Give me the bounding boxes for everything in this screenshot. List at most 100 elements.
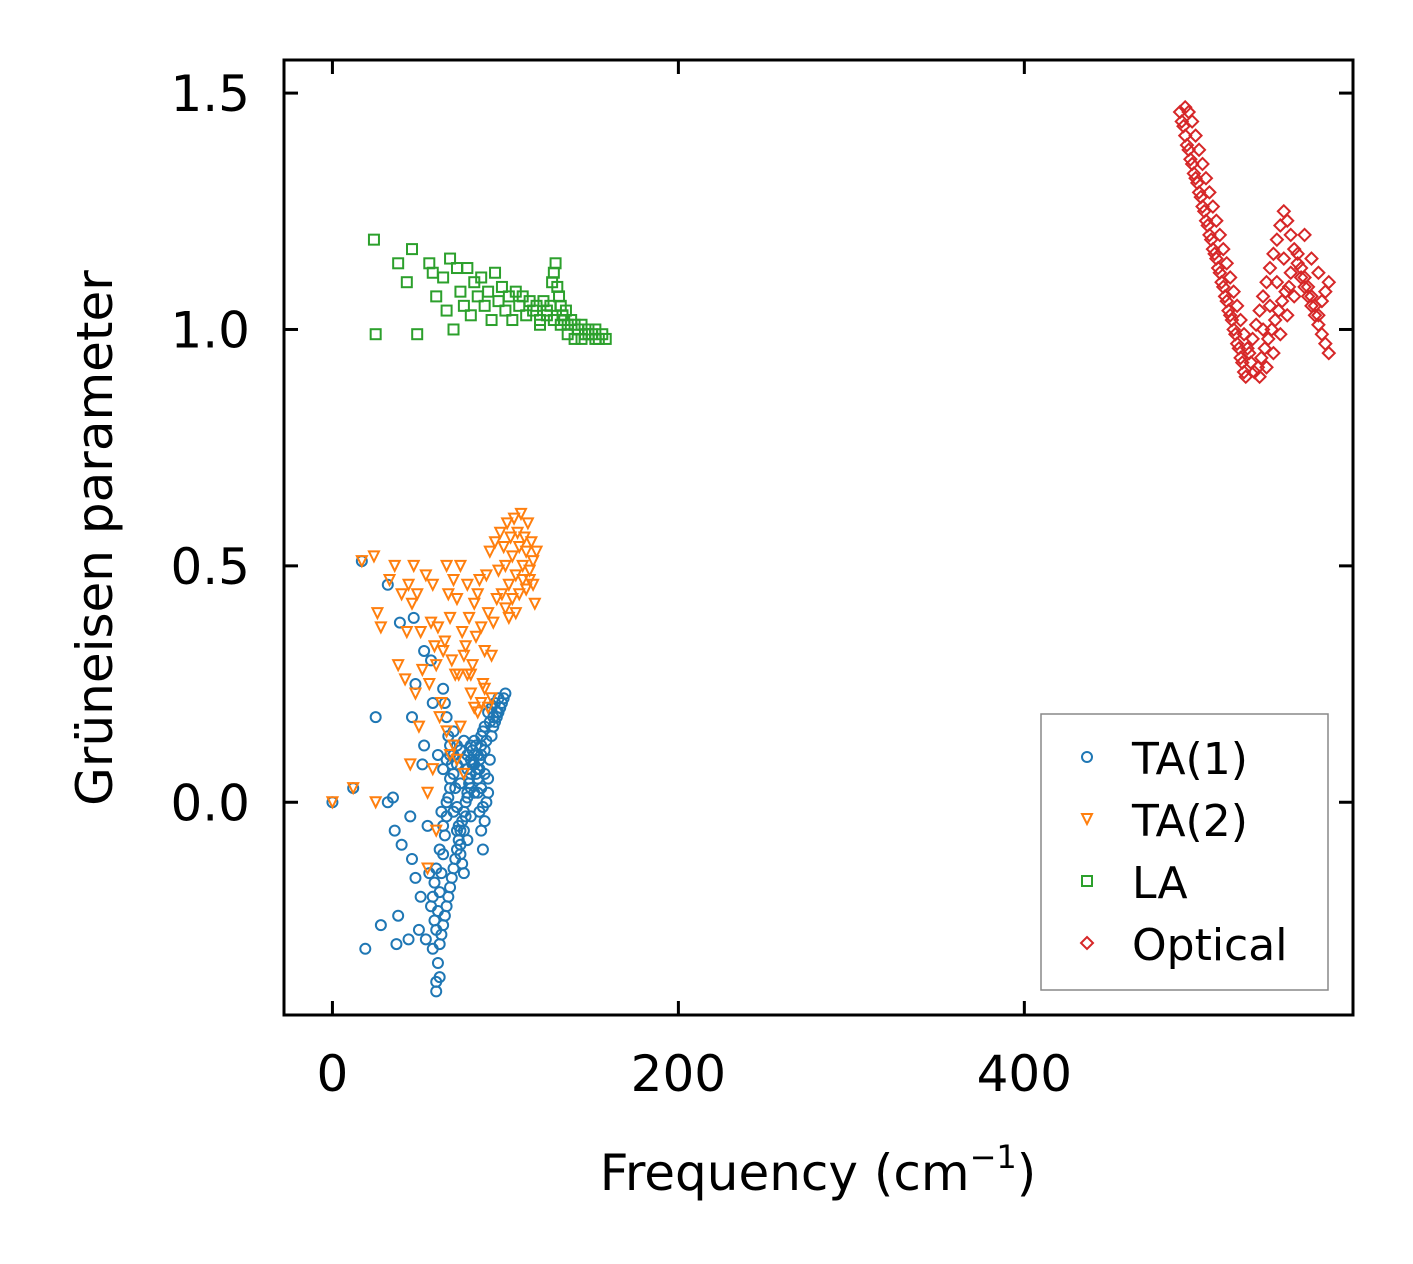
data-point-ta2 bbox=[369, 796, 383, 810]
data-point-ta2 bbox=[452, 668, 466, 682]
data-point-ta1 bbox=[392, 909, 405, 922]
data-point-optical bbox=[1198, 213, 1214, 229]
data-point-optical bbox=[1222, 307, 1238, 323]
data-point-ta1 bbox=[476, 843, 489, 856]
data-point-optical bbox=[1310, 265, 1326, 281]
data-point-optical bbox=[1195, 156, 1210, 172]
data-point-ta2 bbox=[391, 659, 405, 673]
data-point-ta2 bbox=[382, 574, 397, 588]
data-point-ta2 bbox=[471, 706, 485, 720]
data-point-la bbox=[440, 304, 453, 317]
data-point-ta1 bbox=[454, 848, 467, 861]
data-point-la bbox=[461, 262, 474, 275]
data-point-ta2 bbox=[490, 592, 504, 607]
legend-label-la: LA bbox=[1132, 858, 1188, 909]
data-point-ta1 bbox=[406, 711, 419, 724]
data-point-la bbox=[499, 304, 512, 317]
x-tick-label: 0 bbox=[317, 1045, 349, 1103]
data-point-ta2 bbox=[415, 663, 429, 678]
data-point-la bbox=[437, 271, 450, 284]
legend-markers bbox=[1079, 751, 1095, 951]
y-tick-label: 1.0 bbox=[170, 301, 250, 359]
data-point-ta2 bbox=[355, 555, 369, 569]
data-point-ta1 bbox=[444, 782, 457, 795]
data-point-ta2 bbox=[469, 630, 483, 645]
data-point-ta2 bbox=[481, 607, 495, 621]
data-point-la bbox=[430, 290, 443, 303]
data-point-optical bbox=[1236, 364, 1252, 380]
data-point-ta2 bbox=[514, 507, 528, 522]
data-point-ta2 bbox=[505, 592, 519, 607]
legend-marker-ta1 bbox=[1081, 751, 1093, 763]
data-point-ta2 bbox=[523, 564, 537, 578]
data-point-ta2 bbox=[400, 626, 414, 640]
data-point-optical bbox=[1182, 151, 1198, 167]
data-point-ta2 bbox=[500, 517, 514, 531]
data-point-ta2 bbox=[434, 696, 449, 711]
data-point-optical bbox=[1310, 307, 1326, 323]
data-point-ta2 bbox=[412, 720, 426, 734]
data-point-optical bbox=[1274, 293, 1290, 309]
data-point-ta1 bbox=[416, 758, 429, 771]
data-point-la bbox=[457, 299, 470, 312]
data-point-ta2 bbox=[429, 659, 443, 673]
data-point-ta2 bbox=[459, 640, 473, 654]
data-point-ta2 bbox=[507, 512, 521, 526]
data-point-ta2 bbox=[493, 526, 507, 541]
data-point-optical bbox=[1266, 345, 1281, 361]
data-point-optical bbox=[1255, 288, 1271, 304]
data-point-optical bbox=[1240, 340, 1255, 356]
data-point-optical bbox=[1314, 293, 1330, 309]
data-point-ta2 bbox=[450, 753, 464, 767]
data-point-ta2 bbox=[457, 767, 471, 782]
data-point-ta1 bbox=[440, 796, 453, 809]
data-point-ta2 bbox=[495, 588, 509, 602]
data-point-optical bbox=[1266, 246, 1281, 262]
legend-marker-ta2 bbox=[1080, 813, 1094, 827]
data-point-optical bbox=[1252, 303, 1268, 318]
data-point-ta1 bbox=[464, 810, 477, 823]
data-point-optical bbox=[1222, 270, 1238, 285]
data-point-ta1 bbox=[444, 881, 457, 894]
data-point-ta2 bbox=[431, 621, 445, 635]
data-point-ta2 bbox=[420, 862, 435, 876]
data-point-la bbox=[475, 271, 488, 284]
data-point-ta2 bbox=[439, 725, 454, 739]
data-point-ta2 bbox=[512, 588, 526, 602]
axis-ticks: 0 200 400 0.0 0.5 1.0 1.5 bbox=[170, 60, 1353, 1103]
data-point-optical bbox=[1269, 232, 1285, 248]
data-point-ta2 bbox=[502, 611, 516, 626]
data-point-optical bbox=[1229, 336, 1245, 352]
data-point-ta1 bbox=[419, 933, 432, 946]
data-point-ta1 bbox=[464, 782, 477, 795]
data-point-optical bbox=[1188, 128, 1204, 144]
data-point-ta2 bbox=[436, 644, 450, 659]
data-point-ta2 bbox=[472, 574, 487, 588]
data-point-la bbox=[369, 328, 382, 341]
data-point-ta2 bbox=[460, 578, 474, 593]
data-point-optical bbox=[1236, 326, 1252, 342]
data-point-ta2 bbox=[516, 574, 530, 588]
data-point-ta2 bbox=[465, 659, 480, 673]
data-point-ta2 bbox=[498, 559, 513, 574]
data-point-la bbox=[411, 328, 424, 341]
data-point-ta1 bbox=[459, 810, 472, 823]
data-point-ta2 bbox=[426, 763, 440, 777]
data-point-ta1 bbox=[369, 711, 382, 724]
data-point-ta2 bbox=[419, 569, 433, 583]
data-point-ta2 bbox=[325, 796, 340, 810]
legend-label-ta2: TA(2) bbox=[1131, 796, 1248, 847]
data-point-ta1 bbox=[461, 834, 474, 847]
data-point-ta2 bbox=[443, 611, 457, 626]
data-point-optical bbox=[1215, 241, 1231, 257]
data-point-ta2 bbox=[374, 621, 388, 635]
data-point-la bbox=[495, 280, 508, 293]
data-point-ta2 bbox=[479, 569, 494, 583]
data-point-ta1 bbox=[447, 805, 460, 818]
data-point-optical bbox=[1279, 307, 1295, 323]
data-point-ta1 bbox=[395, 838, 408, 851]
data-point-ta2 bbox=[497, 540, 511, 555]
data-point-ta2 bbox=[426, 578, 440, 593]
data-marks bbox=[325, 99, 1337, 998]
data-point-ta1 bbox=[450, 824, 463, 837]
